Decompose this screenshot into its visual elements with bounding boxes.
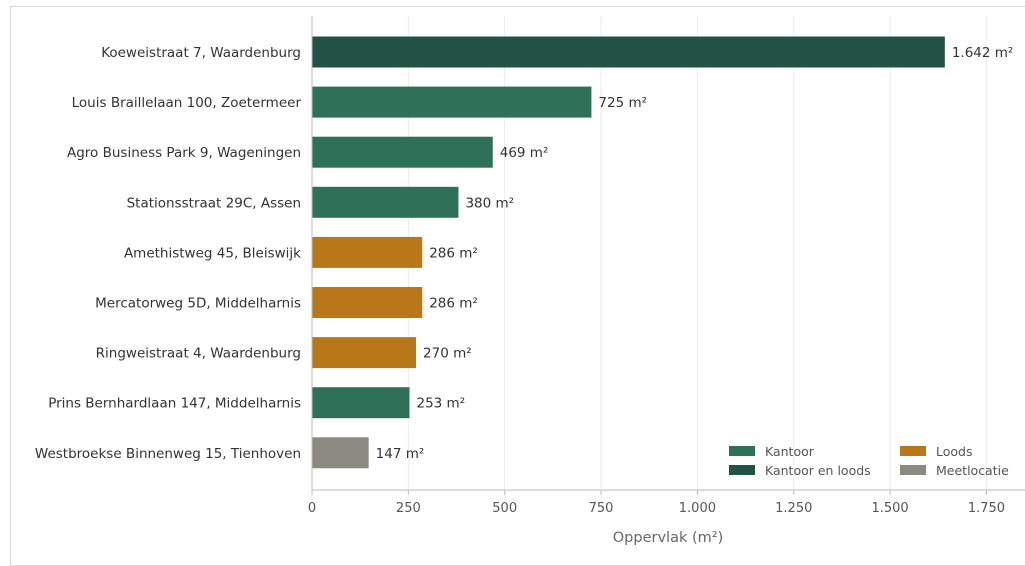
- value-label: 1.642 m²: [952, 45, 1014, 61]
- category-label: Ringweistraat 4, Waardenburg: [96, 346, 301, 362]
- bars: [312, 36, 945, 469]
- legend: Kantoor Loods Kantoor en loods Meetlocatie: [729, 444, 1009, 478]
- bar: [312, 437, 369, 469]
- category-label: Prins Bernhardlaan 147, Middelharnis: [48, 396, 301, 412]
- bar: [312, 186, 459, 218]
- category-label: Westbroekse Binnenweg 15, Tienhoven: [35, 446, 301, 462]
- legend-swatch: [900, 465, 926, 475]
- legend-label: Kantoor: [765, 444, 815, 459]
- axes: 0 250 500 750 1.000 1.250 1.500 1.750: [308, 16, 1025, 516]
- legend-swatch: [729, 446, 755, 456]
- bar: [312, 337, 417, 369]
- legend-label: Meetlocatie: [936, 463, 1009, 478]
- labels: Koeweistraat 7, Waardenburg 1.642 m² Louis…: [35, 45, 1013, 462]
- x-tick-label: 1.500: [871, 501, 908, 516]
- bar: [312, 136, 493, 168]
- bar: [312, 86, 592, 118]
- x-tick-label: 0: [308, 501, 316, 516]
- value-label: 270 m²: [423, 346, 472, 362]
- bar-chart: 0 250 500 750 1.000 1.250 1.500 1.750 Koeweistr…: [35, 16, 1025, 546]
- value-label: 725 m²: [598, 95, 647, 111]
- x-tick-label: 750: [589, 501, 614, 516]
- legend-swatch: [729, 465, 755, 475]
- value-label: 380 m²: [465, 195, 514, 211]
- bar: [312, 36, 945, 68]
- value-label: 469 m²: [500, 145, 549, 161]
- x-tick-label: 500: [492, 501, 517, 516]
- category-label: Amethistweg 45, Bleiswijk: [124, 245, 301, 261]
- x-tick-label: 1.000: [679, 501, 716, 516]
- category-label: Agro Business Park 9, Wageningen: [67, 145, 301, 161]
- bar: [312, 236, 423, 268]
- legend-label: Kantoor en loods: [765, 463, 871, 478]
- value-label: 286 m²: [429, 245, 478, 261]
- value-label: 286 m²: [429, 296, 478, 312]
- bar: [312, 287, 423, 318]
- x-tick-label: 1.250: [775, 501, 812, 516]
- value-label: 147 m²: [376, 446, 425, 462]
- category-label: Mercatorweg 5D, Middelharnis: [95, 296, 301, 312]
- value-label: 253 m²: [417, 396, 466, 412]
- legend-label: Loods: [936, 444, 973, 459]
- category-label: Koeweistraat 7, Waardenburg: [101, 45, 301, 61]
- category-label: Louis Braillelaan 100, Zoetermeer: [72, 95, 302, 111]
- category-label: Stationsstraat 29C, Assen: [127, 195, 301, 211]
- legend-swatch: [900, 446, 926, 456]
- x-tick-label: 250: [396, 501, 421, 516]
- x-tick-label: 1.750: [968, 501, 1005, 516]
- bar: [312, 387, 410, 419]
- x-axis-title: Oppervlak (m²): [613, 530, 723, 546]
